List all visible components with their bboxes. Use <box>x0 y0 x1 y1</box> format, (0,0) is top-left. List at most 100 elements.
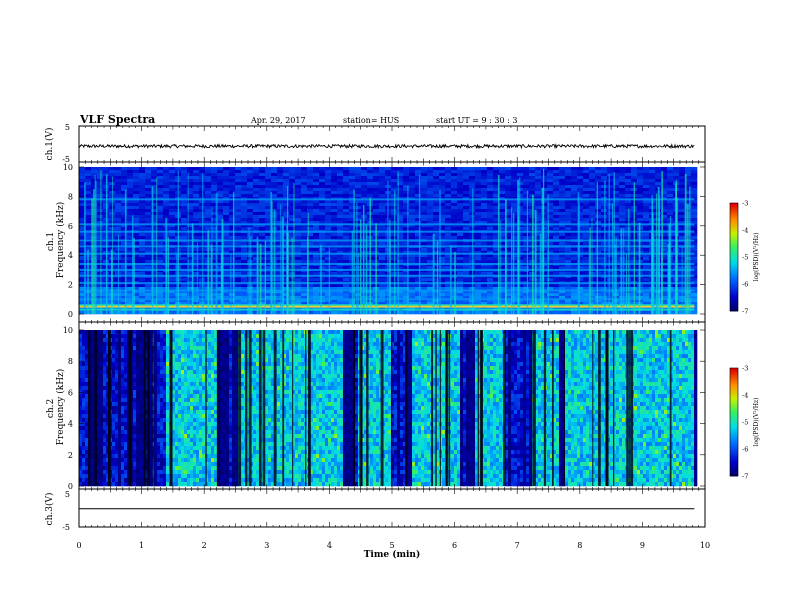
spectrogram-cell <box>139 296 146 300</box>
spectrogram-cell <box>325 176 332 180</box>
spectrogram-cell <box>145 185 152 189</box>
spectrogram-cell <box>223 167 230 171</box>
spectrogram-cell <box>121 236 128 240</box>
spectrogram-cell <box>403 266 410 270</box>
spectrogram-cell <box>355 167 362 171</box>
spectrogram-cell <box>319 188 326 192</box>
spectrogram-cell <box>211 233 218 237</box>
spectrogram-cell <box>253 209 260 213</box>
spectrogram-cell <box>595 287 602 291</box>
spectrogram-cell <box>133 167 140 171</box>
spectrogram-cell <box>589 188 596 192</box>
spectrogram-cell <box>505 272 512 276</box>
spectrogram-cell <box>145 278 152 282</box>
spectrogram-cell <box>121 194 128 198</box>
spectrogram-cell <box>583 191 590 195</box>
spectrogram-cell <box>145 218 152 222</box>
spectrogram-cell <box>301 254 308 258</box>
spectrogram-cell <box>661 248 668 252</box>
spectrogram-cell <box>427 173 434 177</box>
spectrogram-cell <box>271 170 278 174</box>
spectrogram-cell <box>331 293 338 297</box>
spectrogram-cell <box>301 179 308 183</box>
spectrogram-cell <box>337 278 344 282</box>
spectrogram-cell <box>193 203 200 207</box>
spectrogram-cell <box>607 257 614 261</box>
spectrogram-cell <box>595 173 602 177</box>
spectrogram-cell <box>559 194 566 198</box>
spectrogram-cell <box>421 257 428 261</box>
spectrogram-cell <box>595 191 602 195</box>
spectrogram-cell <box>421 278 428 282</box>
ch1-ytick-top: 5 <box>65 123 70 132</box>
spectrogram-cell <box>403 215 410 219</box>
spectrogram-cell <box>229 236 236 240</box>
spectrogram-cell <box>469 182 476 186</box>
spectrogram-cell <box>409 188 416 192</box>
spectrogram-cell <box>553 266 560 270</box>
spectrogram-cell <box>439 260 446 264</box>
spectrogram-cell <box>457 206 464 210</box>
spectrogram-cell <box>403 254 410 258</box>
spectrogram-cell <box>109 188 116 192</box>
spectrogram-cell <box>121 185 128 189</box>
spectrogram-cell <box>331 251 338 255</box>
spectrogram-cell <box>463 179 470 183</box>
spectrogram-cell <box>247 278 254 282</box>
spectrogram-cell <box>655 185 662 189</box>
spectrogram-cell <box>463 302 470 306</box>
spectrogram-cell <box>391 248 398 252</box>
spectrogram-cell <box>547 302 554 306</box>
spectrogram-cell <box>307 284 314 288</box>
spectrogram-cell <box>469 200 476 204</box>
spectrogram-cell <box>349 227 356 231</box>
spectrogram-cell <box>481 221 488 225</box>
spectrogram-cell <box>487 266 494 270</box>
spectrogram-cell <box>535 266 542 270</box>
spectrogram-cell <box>391 224 398 228</box>
spectrogram-cell <box>421 242 428 246</box>
spectrogram-cell <box>643 194 650 198</box>
spectrogram-cell <box>571 278 578 282</box>
spectrogram-cell <box>607 209 614 213</box>
spectrogram-cell <box>307 302 314 306</box>
spectrogram-cell <box>235 296 242 300</box>
spectrogram-cell <box>319 215 326 219</box>
spectrogram-cell <box>205 215 212 219</box>
spectrogram-cell <box>463 167 470 171</box>
spectrogram-cell <box>349 218 356 222</box>
spectrogram-cell <box>583 290 590 294</box>
spectrogram-cell <box>649 173 656 177</box>
spectrogram-cell <box>109 227 116 231</box>
spectrogram-cell <box>187 242 194 246</box>
spectrogram-cell <box>391 221 398 225</box>
spectrogram-cell <box>301 236 308 240</box>
spectrogram-cell <box>265 200 272 204</box>
spectrogram-cell <box>457 296 464 300</box>
spectrogram-cell <box>493 233 500 237</box>
spectrogram-cell <box>319 254 326 258</box>
spectrogram-cell <box>661 173 668 177</box>
spectrogram-cell <box>145 206 152 210</box>
spectrogram-cell <box>625 233 632 237</box>
spectrogram-cell <box>523 299 530 303</box>
spectrogram-cell <box>487 242 494 246</box>
spectrogram-cell <box>553 167 560 171</box>
spectrogram-cell <box>643 290 650 294</box>
spectrogram-cell <box>571 167 578 171</box>
spectrogram-cell <box>469 173 476 177</box>
spectrogram-cell <box>319 185 326 189</box>
spectrogram-cell <box>211 272 218 276</box>
spectrogram-cell <box>301 266 308 270</box>
spectrogram-cell <box>295 296 302 300</box>
spectrogram-cell <box>481 296 488 300</box>
spectrogram-cell <box>607 170 614 174</box>
spectrogram-cell <box>217 290 224 294</box>
spectrogram-cell <box>289 188 296 192</box>
spectrogram-cell <box>325 302 332 306</box>
spectrogram-cell <box>457 170 464 174</box>
spectrogram-cell <box>301 284 308 288</box>
spectrogram-cell <box>625 284 632 288</box>
spectrogram-cell <box>559 170 566 174</box>
spectrogram-cell <box>235 272 242 276</box>
